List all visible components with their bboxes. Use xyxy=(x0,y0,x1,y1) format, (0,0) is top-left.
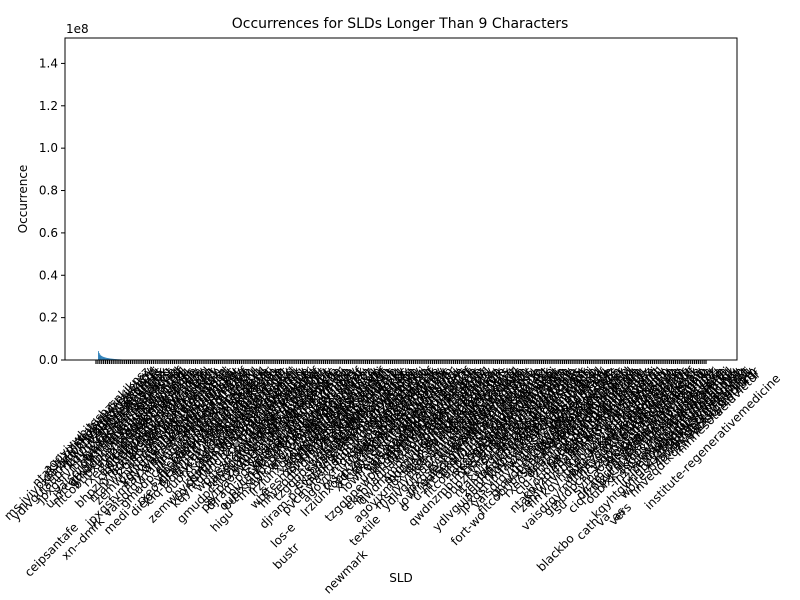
bar xyxy=(110,358,111,360)
x-tick-label: blackbo xyxy=(534,531,577,574)
bar xyxy=(105,357,106,360)
bars xyxy=(98,351,122,360)
bar xyxy=(108,358,110,360)
x-tick-marks xyxy=(95,360,707,364)
bar xyxy=(107,358,109,360)
x-tick-label: newmark xyxy=(321,547,370,596)
x-tick-labels: agoyjxwbjteshzsnkjknszntakwjzqjebabiowfr… xyxy=(1,364,783,597)
bar xyxy=(104,357,106,360)
bar xyxy=(100,355,102,360)
bar xyxy=(101,355,102,360)
y-tick-label: 0.4 xyxy=(39,268,58,282)
y-tick-label: 0.6 xyxy=(39,226,58,240)
y-tick-label: 1.0 xyxy=(39,141,58,155)
y-tick-label: 1.4 xyxy=(39,56,58,70)
bar xyxy=(102,356,103,360)
bar xyxy=(114,358,115,360)
bar xyxy=(110,358,112,360)
chart-title: Occurrences for SLDs Longer Than 9 Chara… xyxy=(232,16,569,32)
y-axis-label: Occurrence xyxy=(16,165,30,234)
y-tick-label: 1.2 xyxy=(39,99,58,113)
bar xyxy=(112,358,114,360)
y-tick-label: 0.0 xyxy=(39,353,58,367)
bar xyxy=(99,354,101,360)
y-tick-label: 0.2 xyxy=(39,311,58,325)
y-offset-label: 1e8 xyxy=(66,22,89,36)
y-tick-label: 0.8 xyxy=(39,184,58,198)
y-axis: 0.0 0.2 0.4 0.6 0.8 1.0 1.2 1.4 xyxy=(39,56,65,367)
bar xyxy=(98,351,99,360)
bar xyxy=(106,357,108,360)
x-axis-label: SLD xyxy=(389,571,413,585)
bar xyxy=(103,357,105,360)
bar xyxy=(111,358,113,360)
bar xyxy=(106,357,107,360)
bar xyxy=(109,358,110,360)
bar xyxy=(102,356,104,360)
bar xyxy=(113,358,114,360)
bar xyxy=(98,353,100,360)
plot-frame xyxy=(64,37,738,361)
